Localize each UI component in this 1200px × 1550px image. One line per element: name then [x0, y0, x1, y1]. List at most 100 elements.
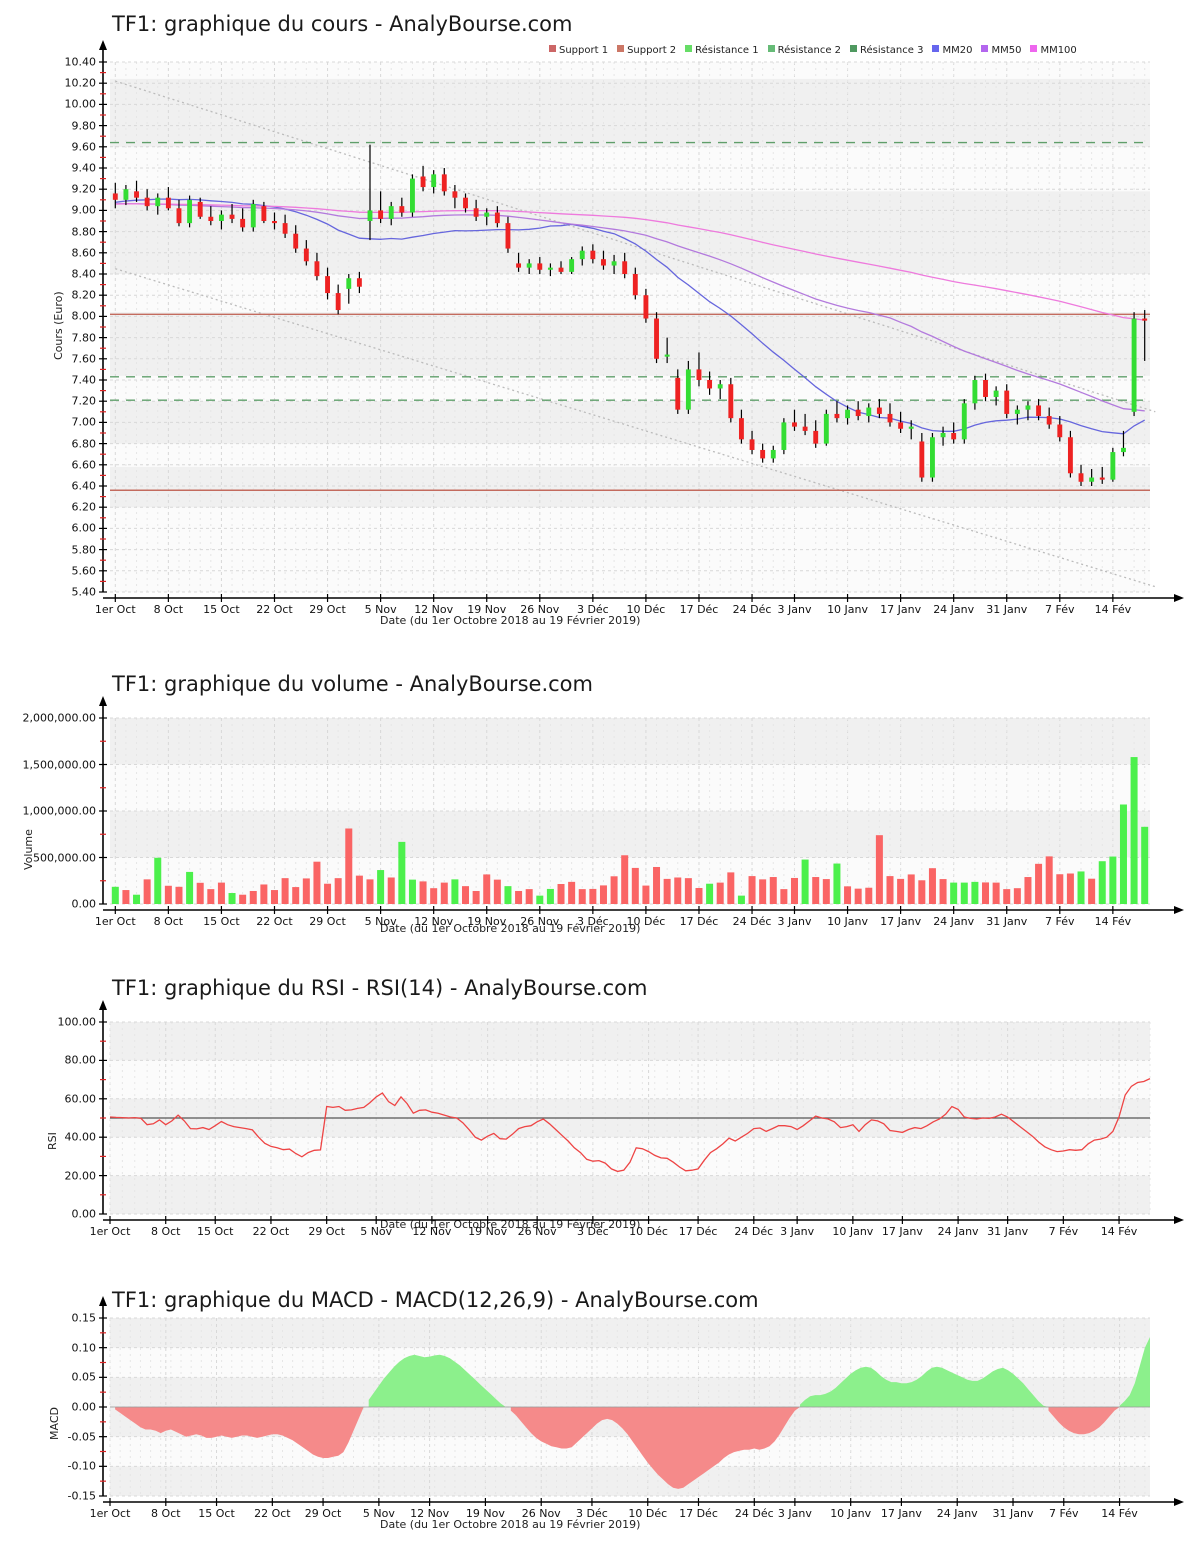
price-x-tick: 7 Fév: [1045, 603, 1075, 616]
rsi-y-tick: 60.00: [64, 1092, 97, 1106]
volume-bar: [324, 883, 332, 904]
candlestick: [1057, 416, 1063, 442]
candlestick: [505, 216, 511, 253]
volume-bar: [748, 876, 756, 904]
price-y-tick: 10.00: [64, 97, 97, 111]
volume-x-tick: 10 Déc: [626, 915, 666, 928]
legend-item-r-sistance-1[interactable]: Résistance 1: [685, 45, 759, 56]
macd-x-tick: 15 Oct: [198, 1507, 235, 1520]
candle-body: [526, 263, 532, 268]
candle-body: [813, 430, 819, 444]
candle-body: [919, 441, 925, 478]
price-y-tick: 6.80: [71, 437, 97, 451]
candle-body: [961, 403, 967, 440]
candle-body: [399, 206, 405, 213]
candlestick: [749, 430, 755, 455]
price-y-tick: 9.20: [71, 182, 97, 196]
candle-body: [770, 449, 776, 459]
legend-item-mm100[interactable]: MM100: [1030, 45, 1077, 56]
candlestick: [325, 267, 330, 300]
rsi-x-tick: 17 Janv: [881, 1225, 923, 1238]
volume-bar: [589, 888, 597, 904]
legend-item-label: Résistance 2: [777, 45, 842, 56]
legend-item-mm20[interactable]: MM20: [932, 45, 972, 56]
volume-bar: [154, 857, 162, 904]
candlestick: [887, 403, 893, 427]
candlestick: [590, 244, 596, 264]
volume-bar: [228, 893, 236, 904]
legend-swatch-icon: [767, 45, 775, 52]
legend-item-support-2[interactable]: Support 2: [617, 45, 676, 56]
volume-bar: [164, 885, 172, 904]
volume-bar: [950, 882, 958, 904]
macd-y-tick: 0.00: [71, 1400, 97, 1414]
candle-body: [792, 422, 797, 427]
candle-body: [876, 407, 882, 414]
volume-x-axis-label: Date (du 1er Octobre 2018 au 19 Février …: [380, 922, 641, 935]
volume-bar: [1003, 889, 1011, 904]
candle-body: [951, 433, 957, 440]
volume-bar: [430, 888, 438, 904]
volume-bar: [568, 881, 576, 904]
candle-body: [134, 191, 139, 198]
volume-bar: [674, 877, 682, 904]
candlestick: [717, 380, 723, 400]
candlestick: [1089, 469, 1095, 486]
price-x-tick: 12 Nov: [414, 603, 454, 616]
candle-body: [452, 191, 458, 198]
volume-bar: [302, 878, 310, 904]
candle-body: [590, 250, 596, 260]
candlestick: [1121, 430, 1126, 457]
rsi-chart-panel: TF1: graphique du RSI - RSI(14) - AnalyB…: [0, 960, 1200, 1270]
candlestick: [654, 312, 659, 364]
candle-body: [516, 263, 522, 268]
rsi-x-tick: 7 Fév: [1048, 1225, 1079, 1238]
rsi-x-tick: 14 Fév: [1100, 1225, 1138, 1238]
candlestick: [367, 144, 373, 241]
rsi-x-tick: 24 Déc: [734, 1225, 774, 1238]
macd-negative-area: [115, 1407, 1120, 1489]
volume-x-tick: 1er Oct: [94, 915, 136, 928]
volume-chart-canvas: [99, 696, 1184, 914]
candle-body: [378, 210, 384, 219]
mm100-line: [115, 203, 1145, 321]
volume-x-tick: 29 Oct: [309, 915, 346, 928]
candle-body: [622, 261, 628, 274]
price-y-tick: 6.20: [71, 500, 97, 514]
candlestick: [707, 371, 713, 395]
candlestick: [876, 399, 882, 419]
candle-body: [112, 193, 118, 200]
rsi-y-tick: 0.00: [71, 1207, 97, 1221]
macd-y-tick: 0.05: [71, 1370, 97, 1384]
candle-body: [314, 261, 320, 277]
price-x-tick: 10 Janv: [827, 603, 869, 616]
candle-body: [898, 422, 904, 429]
candlestick: [1014, 405, 1020, 425]
x-axis-arrow-icon: [1174, 594, 1184, 602]
legend-item-r-sistance-2[interactable]: Résistance 2: [767, 45, 842, 56]
volume-bar: [886, 876, 894, 904]
candlestick: [303, 240, 309, 266]
price-y-tick: 9.00: [71, 203, 97, 217]
candlestick: [250, 199, 256, 232]
legend-item-mm50[interactable]: MM50: [981, 45, 1021, 56]
legend-item-support-1[interactable]: Support 1: [549, 45, 608, 56]
price-y-tick: 10.20: [64, 76, 97, 90]
legend-item-r-sistance-3[interactable]: Résistance 3: [850, 45, 923, 56]
candlestick: [240, 208, 246, 232]
price-y-tick: 9.40: [71, 161, 97, 175]
candlestick: [484, 208, 490, 226]
candlestick: [601, 250, 606, 270]
volume-bar: [769, 877, 777, 904]
candlestick: [728, 377, 734, 423]
candlestick: [155, 193, 161, 215]
volume-bar: [621, 855, 629, 904]
rsi-x-tick: 12 Nov: [412, 1225, 452, 1238]
rsi-x-tick: 17 Déc: [678, 1225, 718, 1238]
candlestick: [112, 182, 118, 209]
candle-body: [463, 197, 468, 209]
price-x-tick: 3 Déc: [576, 603, 609, 616]
plot-band: [110, 312, 1150, 376]
candlestick: [685, 360, 691, 414]
candlestick: [165, 187, 171, 211]
